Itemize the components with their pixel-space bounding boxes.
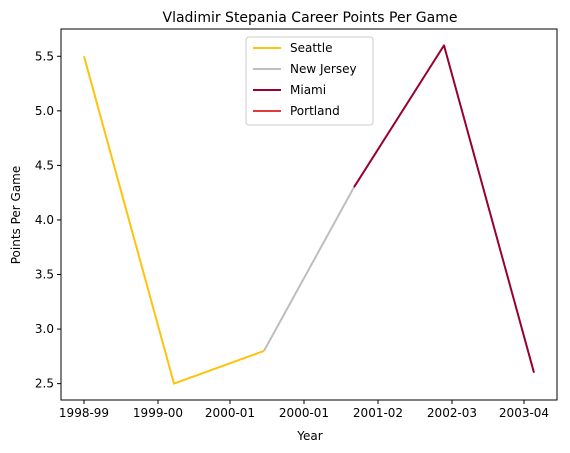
y-axis-label: Points Per Game [9,166,23,265]
plot-frame [60,28,558,401]
x-tick-label: 2002-03 [427,406,477,420]
legend-box [245,36,374,126]
y-tick-label: 3.5 [35,268,54,282]
x-tick-label: 1998-99 [59,406,109,420]
x-tick-label: 2001-02 [353,406,403,420]
y-tick-label: 5.5 [35,49,54,63]
series-lines [83,44,535,385]
y-tick-label: 5.0 [35,104,54,118]
y-tick-label: 4.5 [35,158,54,172]
x-tick-label: 2000-01 [205,406,255,420]
series-line-new-jersey [263,186,355,352]
y-axis: 2.5 3.0 3.5 4.0 4.5 5.0 5.5 [35,49,61,391]
x-axis-label: Year [296,429,322,443]
x-tick-label: 1999-00 [133,406,183,420]
x-axis: 1998-99 1999-00 2000-01 2000-01 2001-02 2002-… [59,400,549,420]
series-line-seattle [83,56,265,385]
legend-label: Miami [290,83,326,97]
y-tick-label: 3.0 [35,322,54,336]
y-tick-label: 4.0 [35,213,54,227]
legend-label: Portland [290,104,340,118]
chart-title: Vladimir Stepania Career Points Per Game [163,10,458,26]
legend-label: New Jersey [290,62,357,76]
legend-label: Seattle [290,41,332,55]
y-tick-label: 2.5 [35,377,54,391]
series-line-miami [353,44,535,373]
x-tick-label: 2003-04 [499,406,549,420]
x-tick-label: 2000-01 [279,406,329,420]
legend: Seattle New Jersey Miami Portland [245,36,374,126]
